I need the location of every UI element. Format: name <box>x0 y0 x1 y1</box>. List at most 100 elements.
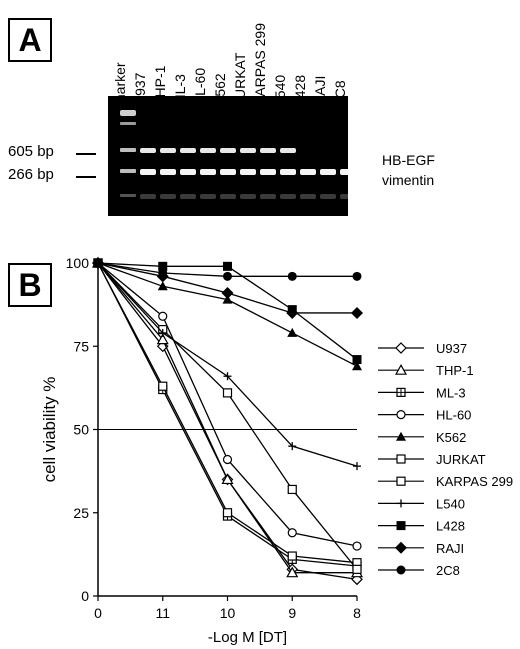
gel-band-vimentin-u937 <box>140 169 156 175</box>
gel-band-vimentin-hl-60 <box>200 169 216 175</box>
legend-marker-jurkat <box>396 454 406 464</box>
gel-band-vimentin-l540 <box>280 169 296 175</box>
data-point-hl-60 <box>287 528 297 538</box>
series-line-u937 <box>97 262 358 580</box>
lane-label-karpas299: KARPAS 299 <box>252 22 268 106</box>
data-point-raji <box>351 306 363 319</box>
legend-label-k562: K562 <box>436 430 466 445</box>
data-point-jurkat <box>287 551 297 561</box>
data-point-l540 <box>223 372 232 381</box>
gel-band-primer-thp-1 <box>160 194 176 199</box>
data-point-2c8 <box>287 271 297 281</box>
legend-label-thp-1: THP-1 <box>436 363 474 378</box>
legend-marker-l428 <box>396 521 406 531</box>
data-point-2c8 <box>223 271 232 281</box>
band-label-hbegf: HB-EGF <box>382 152 435 168</box>
legend-label-raji: RAJI <box>436 541 464 556</box>
gel-band-vimentin-k562 <box>220 169 236 175</box>
data-point-l428 <box>158 261 168 271</box>
legend-label-2c8: 2C8 <box>436 563 460 578</box>
data-point-hl-60 <box>158 311 168 321</box>
gel-band-primer-l540 <box>280 194 296 199</box>
x-axis-label: -Log M [DT] <box>208 629 287 646</box>
data-point-l540 <box>288 442 297 451</box>
data-point-k562 <box>352 361 362 371</box>
gel-bands <box>120 110 348 199</box>
legend-marker-hl-60 <box>396 410 406 420</box>
legend-marker-ml-3 <box>396 387 406 397</box>
gel-band-hbegf-jurkat <box>240 148 256 153</box>
legend-label-karpas-299: KARPAS 299 <box>436 474 513 489</box>
x-tick-label: 10 <box>220 605 236 621</box>
data-point-jurkat <box>222 508 233 518</box>
data-point-2c8 <box>93 258 103 268</box>
data-point-karpas-299 <box>352 564 362 574</box>
x-tick-label: 9 <box>288 605 296 621</box>
size-tick-266 <box>76 176 96 178</box>
gel-band-hbegf-k562 <box>220 148 236 153</box>
gel-marker-band-266 <box>120 169 136 173</box>
panel-b-tag: B <box>8 263 52 307</box>
viability-chart: 0 25 50 75 100 0 11 10 9 8 -Log M [DT] cell viabili… <box>40 255 513 646</box>
gel-band-primer-2c8 <box>340 194 348 199</box>
data-point-raji <box>286 306 299 319</box>
gel-band-primer-ml-3 <box>180 194 196 199</box>
gel-band-hbegf-thp-1 <box>160 148 176 153</box>
series-line-thp-1 <box>97 262 357 574</box>
panel-a-tag: A <box>8 18 52 62</box>
data-point-karpas-299 <box>222 388 233 398</box>
gel-image <box>108 96 348 216</box>
gel-band-hbegf-hl-60 <box>200 148 216 153</box>
data-point-l428 <box>223 261 232 271</box>
gel-marker-band-mid <box>120 122 136 125</box>
legend-label-hl-60: HL-60 <box>436 408 471 423</box>
data-point-l428 <box>352 355 362 365</box>
data-point-k562 <box>287 327 298 337</box>
gel-band-vimentin-raji <box>320 169 336 175</box>
data-point-karpas-299 <box>287 484 297 495</box>
y-tick-label: 50 <box>73 422 89 438</box>
x-tick-label: 0 <box>94 605 102 621</box>
legend-marker-u937 <box>395 342 407 354</box>
gel-band-primer-jurkat <box>240 194 256 199</box>
data-point-l540 <box>353 462 361 471</box>
data-point-l540 <box>158 328 167 337</box>
gel-marker-band-top <box>120 110 136 116</box>
legend-marker-raji <box>395 541 407 554</box>
gel-band-vimentin-jurkat <box>240 169 256 175</box>
x-tick-label: 11 <box>155 605 170 621</box>
legend-label-l540: L540 <box>436 496 465 511</box>
gel-band-hbegf-l540 <box>280 148 296 153</box>
data-point-2c8 <box>158 268 168 278</box>
size-label-266: 266 bp <box>8 166 54 183</box>
y-axis-label: cell viability % <box>40 377 59 483</box>
band-label-vimentin: vimentin <box>382 172 435 188</box>
gel-band-primer-l428 <box>300 194 316 199</box>
gel-band-vimentin-thp-1 <box>160 169 176 175</box>
legend-label-u937: U937 <box>436 341 467 356</box>
data-point-thp-1 <box>156 333 169 345</box>
data-point-hl-60 <box>352 541 362 551</box>
data-point-thp-1 <box>286 566 299 578</box>
gel-band-vimentin-ml-3 <box>180 169 196 175</box>
legend-marker-l540 <box>397 499 405 508</box>
legend-marker-k562 <box>396 431 406 441</box>
legend-label-jurkat: JURKAT <box>436 452 486 467</box>
legend-label-ml-3: ML-3 <box>436 385 466 400</box>
gel-band-vimentin-2c8 <box>340 169 348 175</box>
gel-marker-band-605 <box>120 148 136 152</box>
gel-band-primer-k562 <box>220 194 236 199</box>
gel-band-primer-raji <box>320 194 336 199</box>
gel-band-primer-hl-60 <box>200 194 216 199</box>
data-point-2c8 <box>352 271 362 281</box>
gel-band-primer-u937 <box>140 194 156 199</box>
data-point-k562 <box>157 281 168 291</box>
data-point-raji <box>221 286 234 299</box>
y-tick-label: 75 <box>73 338 89 354</box>
gel-band-primer-karpas-299 <box>260 194 276 199</box>
gel-band-hbegf-karpas-299 <box>260 148 276 153</box>
legend-label-l428: L428 <box>436 519 465 534</box>
gel-band-hbegf-u937 <box>140 148 156 153</box>
y-tick-label: 0 <box>81 588 89 604</box>
y-tick-label: 100 <box>66 255 90 271</box>
